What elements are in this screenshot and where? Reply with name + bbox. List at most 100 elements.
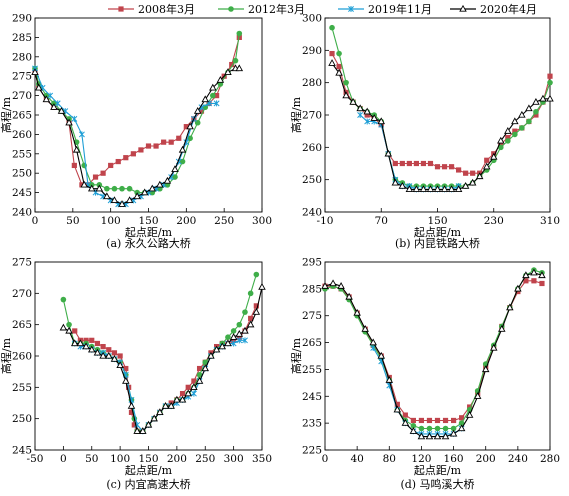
panel-caption: (b) 内昆铁路大桥 — [395, 236, 480, 250]
data-point — [54, 100, 61, 107]
data-point — [65, 326, 73, 334]
data-point — [236, 337, 243, 344]
data-point — [172, 174, 178, 180]
data-point — [183, 124, 189, 130]
data-point — [409, 427, 418, 434]
data-point — [399, 160, 405, 167]
data-point — [111, 350, 118, 356]
series-line — [324, 269, 543, 430]
x-tick-label: 250 — [214, 215, 234, 227]
data-point — [519, 125, 525, 131]
x-tick-label: 160 — [444, 453, 464, 465]
x-tick-label: 0 — [322, 453, 329, 465]
data-point — [103, 192, 111, 200]
data-point — [518, 110, 526, 118]
x-tick-label: 240 — [508, 453, 528, 465]
data-point — [31, 68, 39, 75]
data-point — [139, 427, 147, 434]
data-point — [547, 73, 553, 79]
chart-panel: -50 0 50 100 150 200 250 300 350 245 250 255 260 265 2… — [0, 257, 272, 492]
y-tick-label: 260 — [12, 129, 32, 141]
y-tick-label: 275 — [12, 257, 32, 269]
data-point — [258, 282, 266, 290]
data-point — [176, 135, 182, 141]
data-point — [128, 409, 135, 415]
x-tick-label: 50 — [85, 453, 98, 465]
data-point — [525, 104, 533, 112]
data-point — [440, 185, 449, 193]
data-point — [57, 106, 66, 114]
data-point — [214, 93, 220, 99]
data-point — [235, 64, 244, 72]
data-point — [512, 131, 518, 138]
series-line — [74, 305, 257, 432]
data-point — [482, 162, 491, 170]
data-point — [420, 160, 427, 167]
y-tick-label: 295 — [302, 257, 322, 269]
data-point — [232, 57, 239, 64]
x-tick-label: 200 — [167, 453, 187, 465]
data-point — [434, 164, 441, 170]
data-point — [364, 118, 371, 125]
data-point — [533, 112, 539, 118]
y-tick-label: 270 — [12, 288, 32, 300]
data-point — [144, 420, 153, 428]
data-point — [343, 79, 349, 86]
data-point — [481, 365, 490, 373]
x-tick-label: 50 — [66, 215, 79, 227]
data-point — [336, 63, 342, 70]
series — [32, 65, 220, 208]
data-point — [99, 351, 107, 359]
data-point — [454, 185, 463, 193]
data-point — [179, 391, 186, 397]
x-tick-label: -50 — [27, 453, 44, 465]
legend-label: 2019年11月 — [368, 2, 432, 16]
data-point — [138, 147, 144, 153]
data-point — [497, 144, 504, 151]
data-point — [419, 185, 428, 193]
data-point — [370, 114, 378, 121]
data-point — [489, 152, 498, 160]
data-point — [498, 141, 504, 147]
data-point — [131, 422, 137, 428]
x-tick-label: 100 — [110, 453, 130, 465]
data-point — [426, 417, 433, 424]
data-point — [447, 185, 456, 193]
panel-caption: (c) 内宜高速大桥 — [106, 477, 190, 491]
x-tick-label: 70 — [375, 215, 388, 227]
data-point — [398, 182, 407, 189]
series-line — [331, 27, 551, 187]
plot-frame — [324, 17, 551, 213]
data-point — [201, 95, 210, 103]
legend-marker — [118, 6, 124, 12]
data-point — [533, 108, 539, 115]
y-tick-label: 245 — [12, 445, 32, 457]
data-point — [145, 143, 152, 149]
data-point — [133, 192, 141, 200]
data-point — [457, 424, 466, 432]
data-point — [87, 184, 96, 192]
data-point — [202, 359, 209, 366]
data-point — [458, 420, 465, 426]
chart-panel: 0 50 100 150 200 250 300 240 245 250 255 260 265 270 2… — [0, 13, 272, 251]
data-point — [406, 160, 412, 167]
data-point — [418, 417, 425, 424]
data-point — [42, 95, 51, 103]
data-point — [512, 128, 518, 134]
y-tick-label: 255 — [12, 148, 32, 160]
series — [321, 268, 546, 440]
data-point — [195, 376, 204, 384]
data-point — [201, 364, 210, 372]
data-point — [498, 325, 506, 332]
data-point — [76, 339, 85, 347]
data-point — [353, 308, 361, 316]
data-point — [105, 351, 113, 359]
series-line — [359, 114, 459, 190]
data-point — [242, 337, 248, 344]
data-point — [111, 185, 118, 192]
data-point — [242, 309, 248, 315]
data-point — [526, 118, 532, 125]
data-point — [523, 278, 529, 284]
data-point — [123, 365, 129, 372]
data-point — [168, 139, 174, 145]
